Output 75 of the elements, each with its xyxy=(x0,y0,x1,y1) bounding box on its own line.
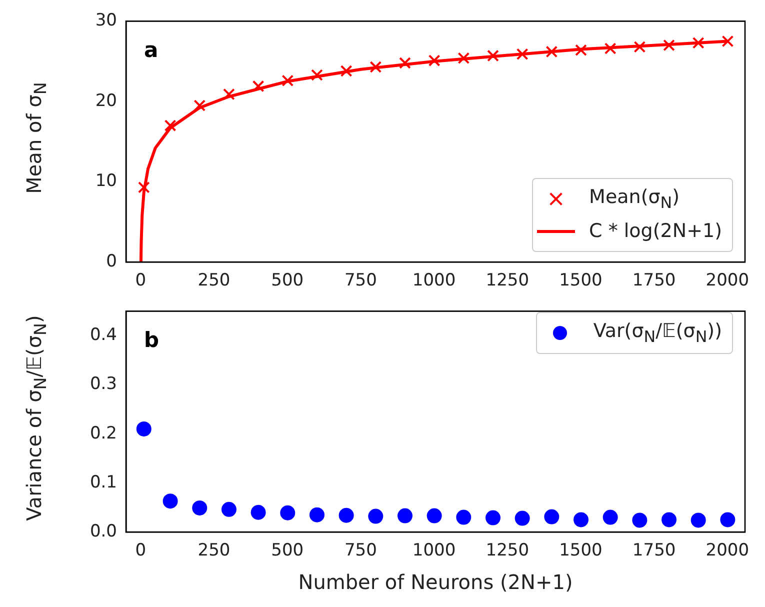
point xyxy=(164,120,176,132)
x-tick-label: 1250 xyxy=(486,540,530,561)
point xyxy=(690,512,706,528)
x-tick-label: 1000 xyxy=(412,270,456,291)
point xyxy=(370,61,382,73)
legend-label: Var(σ$_{N}$/𝔼(σ$_{N}$)) xyxy=(593,320,722,346)
x-tick-label: 1750 xyxy=(632,270,676,291)
point xyxy=(604,42,616,54)
y-tick-label: 10 xyxy=(95,171,117,192)
legend-label: Mean(σ$_{N}$) xyxy=(589,186,680,212)
point xyxy=(602,510,618,525)
point xyxy=(722,35,734,48)
y-tick-label: 0.1 xyxy=(90,472,117,492)
point xyxy=(309,507,324,522)
text: a xyxy=(144,38,158,62)
point xyxy=(634,40,646,53)
x-tick-label: 250 xyxy=(198,540,230,561)
point xyxy=(662,512,677,528)
point xyxy=(340,65,352,77)
point xyxy=(428,54,440,66)
point xyxy=(575,44,587,56)
x-tick-label: 750 xyxy=(344,540,377,561)
point xyxy=(514,510,530,526)
point xyxy=(282,74,294,87)
point xyxy=(456,510,472,525)
x-tick-label: 2000 xyxy=(706,270,750,291)
y-tick-label: 0 xyxy=(106,251,117,272)
point xyxy=(486,510,500,526)
point xyxy=(194,100,206,112)
x-tick-label: 0 xyxy=(135,270,146,291)
point xyxy=(223,88,235,100)
point xyxy=(487,50,499,62)
point xyxy=(663,39,675,52)
point xyxy=(574,512,589,528)
point xyxy=(136,421,152,436)
y-tick-label: 0.2 xyxy=(90,423,117,444)
x-tick-label: 500 xyxy=(271,270,304,291)
point xyxy=(250,504,266,520)
legend-label: C * log(2N+1) xyxy=(589,220,722,242)
x-axis-title: Number of Neurons (2N+1) xyxy=(297,570,574,594)
point xyxy=(252,80,264,92)
point xyxy=(368,508,384,524)
point xyxy=(544,509,560,524)
point xyxy=(426,508,442,524)
y-tick-label: 20 xyxy=(95,90,117,111)
x-tick-label: 0 xyxy=(135,540,146,561)
y-tick-label: 0.4 xyxy=(90,325,117,346)
point xyxy=(221,502,236,517)
y-tick-label: 0.3 xyxy=(90,374,117,394)
x-tick-label: 1500 xyxy=(559,270,602,291)
point xyxy=(692,36,704,49)
x-tick-label: 2000 xyxy=(706,540,750,561)
y-tick-label: 30 xyxy=(95,10,117,31)
point xyxy=(546,46,558,58)
x-tick-label: 750 xyxy=(344,270,377,291)
point xyxy=(138,181,150,194)
x-tick-label: 250 xyxy=(198,270,230,291)
point xyxy=(516,48,528,60)
point xyxy=(632,512,648,528)
point xyxy=(280,505,296,520)
y-tick-label: 0.0 xyxy=(90,521,117,542)
x-tick-label: 1250 xyxy=(486,270,530,291)
point xyxy=(311,69,323,81)
point xyxy=(192,500,208,516)
x-tick-label: 1500 xyxy=(559,540,602,561)
point xyxy=(720,512,736,528)
point xyxy=(162,494,178,509)
point xyxy=(397,508,412,524)
text: b xyxy=(144,328,160,352)
point xyxy=(399,56,411,69)
point xyxy=(338,508,354,523)
x-tick-label: 1750 xyxy=(632,540,676,561)
point xyxy=(458,52,470,64)
x-tick-label: 1000 xyxy=(412,540,456,561)
x-tick-label: 500 xyxy=(271,540,304,561)
